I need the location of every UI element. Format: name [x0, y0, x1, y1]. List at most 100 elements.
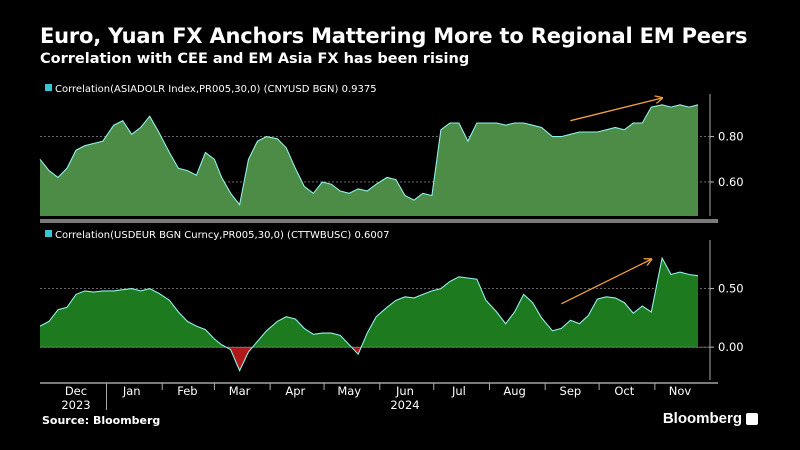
data-point: [422, 193, 423, 194]
data-point: [376, 184, 377, 185]
data-point: [169, 152, 170, 153]
data-point: [395, 300, 396, 301]
data-point: [606, 129, 607, 130]
panel-separator: [40, 382, 718, 384]
data-point: [239, 204, 240, 205]
data-point: [286, 316, 287, 317]
data-point: [597, 131, 598, 132]
data-point: [286, 147, 287, 148]
x-tick-label: Jul: [451, 384, 466, 398]
trend-arrow: [561, 259, 651, 305]
x-tick-label: Jun: [395, 384, 414, 398]
data-point: [386, 307, 387, 308]
data-point: [48, 170, 49, 171]
data-point: [404, 296, 405, 297]
data-point: [187, 170, 188, 171]
data-point: [358, 354, 359, 355]
data-point: [688, 274, 689, 275]
y-tick-label: 0.00: [718, 340, 744, 354]
data-point: [277, 321, 278, 322]
data-point: [485, 300, 486, 301]
data-point: [642, 122, 643, 123]
data-point: [467, 277, 468, 278]
data-point: [304, 328, 305, 329]
data-point: [561, 328, 562, 329]
data-point: [413, 200, 414, 201]
data-point: [386, 177, 387, 178]
data-point: [588, 315, 589, 316]
data-point: [552, 330, 553, 331]
data-point: [367, 333, 368, 334]
data-point: [633, 313, 634, 314]
series-area-positive: [40, 258, 698, 348]
data-point: [322, 333, 323, 334]
data-point: [140, 127, 141, 128]
data-point: [102, 141, 103, 142]
data-point: [376, 316, 377, 317]
data-point: [340, 335, 341, 336]
data-point: [440, 129, 441, 130]
data-point: [205, 329, 206, 330]
data-point: [615, 127, 616, 128]
data-point: [523, 122, 524, 123]
data-point: [651, 106, 652, 107]
data-point: [39, 325, 40, 326]
data-point: [149, 116, 150, 117]
series-area: [40, 104, 698, 216]
series-line: [39, 256, 699, 372]
data-point: [670, 106, 671, 107]
x-tick-label: May: [337, 384, 361, 398]
data-point: [523, 294, 524, 295]
data-point: [131, 288, 132, 289]
data-point: [221, 177, 222, 178]
data-point: [331, 333, 332, 334]
data-point: [541, 317, 542, 318]
data-point: [661, 104, 662, 105]
data-point: [239, 370, 240, 371]
data-point: [66, 307, 67, 308]
data-point: [221, 344, 222, 345]
data-point: [66, 168, 67, 169]
data-point: [422, 294, 423, 295]
data-point: [496, 122, 497, 123]
data-point: [431, 195, 432, 196]
data-point: [642, 306, 643, 307]
data-point: [295, 168, 296, 169]
data-point: [214, 159, 215, 160]
data-point: [84, 290, 85, 291]
data-point: [39, 159, 40, 160]
bottom-panel: 0.00 0.50: [39, 240, 744, 380]
data-point: [248, 351, 249, 352]
data-point: [661, 257, 662, 258]
x-tick-label: Nov: [669, 384, 692, 398]
data-point: [579, 131, 580, 132]
data-point: [449, 122, 450, 123]
series-line: [39, 104, 699, 206]
y-tick-label: 0.80: [718, 130, 744, 144]
data-point: [588, 131, 589, 132]
data-point: [304, 186, 305, 187]
panel-separator: [40, 219, 718, 223]
data-point: [266, 136, 267, 137]
data-point: [688, 106, 689, 107]
data-point: [496, 311, 497, 312]
data-point: [84, 145, 85, 146]
data-point: [349, 193, 350, 194]
brand-name: Bloomberg: [662, 410, 742, 427]
x-tick-label: Mar: [229, 384, 251, 398]
data-point: [633, 122, 634, 123]
data-point: [196, 175, 197, 176]
data-point: [149, 288, 150, 289]
source-note: Source: Bloomberg: [42, 414, 161, 427]
data-point: [476, 122, 477, 123]
data-point: [75, 150, 76, 151]
x-tick-label: Jan: [122, 384, 141, 398]
data-point: [458, 276, 459, 277]
data-point: [257, 141, 258, 142]
data-point: [670, 274, 671, 275]
data-point: [131, 134, 132, 135]
data-point: [113, 290, 114, 291]
x-tick-label: Sep: [560, 384, 582, 398]
data-point: [579, 323, 580, 324]
